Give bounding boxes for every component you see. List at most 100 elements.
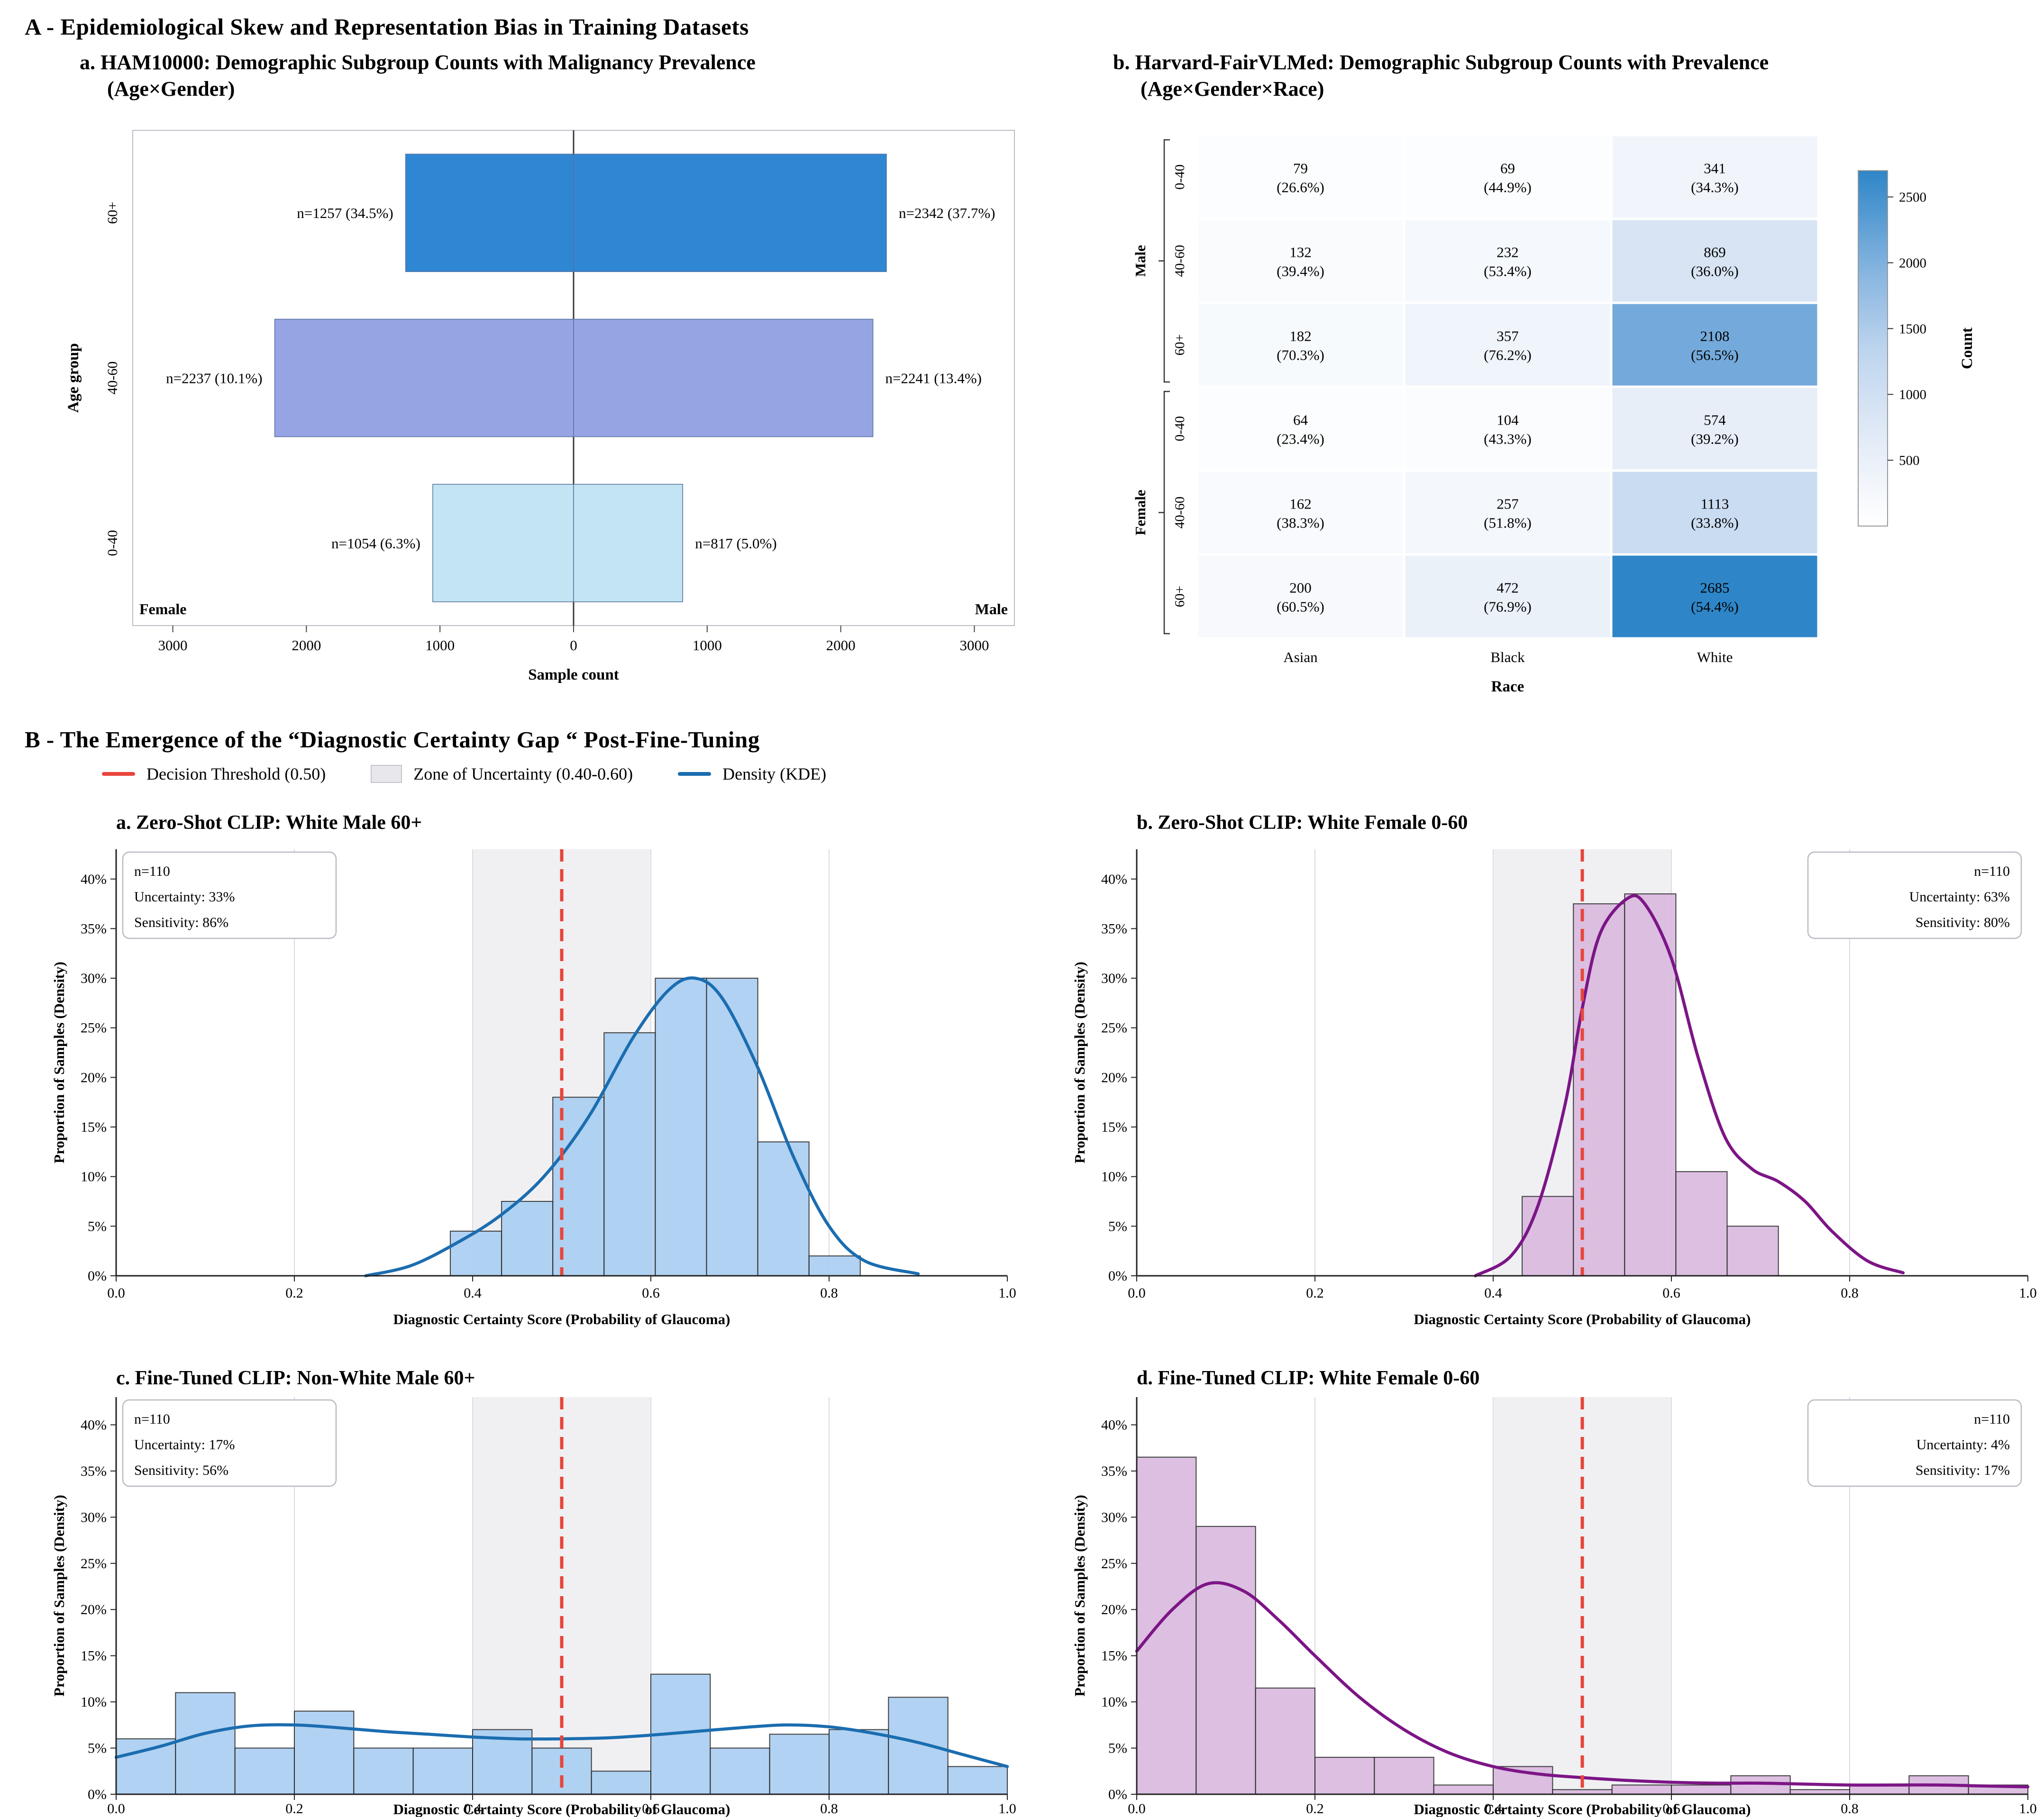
histogram-b: 0.0 0.2 0.4 0.6 0.8 1.0 0% 5% 10% 15% 20% 25% 30% 35%… — [1071, 849, 2037, 1327]
age-tick-label: 40-60 — [105, 362, 120, 395]
heatmap-cell — [1610, 134, 1820, 220]
hist-bar — [888, 1697, 949, 1795]
hist-bar — [757, 1141, 810, 1276]
y-tick-label: 30% — [1101, 971, 1127, 986]
legend-label-zone: Zone of Uncertainty (0.40-0.60) — [413, 764, 633, 783]
hist-bar — [655, 978, 707, 1276]
x-tick-label: 0.2 — [1306, 1285, 1324, 1301]
cell-prevalence: (76.9%) — [1484, 599, 1532, 615]
stats-box — [122, 851, 337, 939]
male-bar-label: n=2241 (13.4%) — [885, 370, 982, 387]
female-side-label: Female — [139, 600, 187, 618]
x-tick-label: 0.6 — [1662, 1285, 1680, 1301]
race-tick-label: White — [1697, 649, 1733, 665]
pyramid-chart: 3000 2000 1000 0 1000 2000 3000 n=1257 (34.5%) n… — [65, 130, 1015, 683]
cell-count: 257 — [1496, 496, 1519, 512]
male-bar-label: n=2342 (37.7%) — [899, 205, 995, 221]
heatmap-cell — [1610, 385, 1820, 472]
y-tick-label: 0% — [88, 1787, 107, 1802]
x-tick-label: 0.8 — [1841, 1801, 1859, 1817]
hist-bar — [1624, 893, 1677, 1277]
y-tick-label: 0% — [88, 1268, 107, 1284]
subplot-b: b. Zero-Shot CLIP: White Female 0-60 0.0… — [1066, 811, 2037, 1333]
y-tick-label: 30% — [1101, 1509, 1127, 1525]
x-tick-label: 2000 — [292, 637, 321, 654]
heatmap-cell — [1610, 553, 1820, 640]
pyramid-ylabel: Age group — [65, 343, 82, 413]
uncertainty-band — [1493, 1397, 1671, 1794]
hist-bar — [1374, 1757, 1434, 1795]
cell-prevalence: (54.4%) — [1691, 599, 1739, 615]
y-tick-label: 35% — [81, 1463, 107, 1479]
cell-prevalence: (38.3%) — [1277, 515, 1324, 531]
cell-count: 182 — [1289, 328, 1312, 345]
x-tick-label: 0.4 — [1484, 1801, 1502, 1817]
stats-text: Sensitivity: 86% — [134, 915, 228, 930]
gender-group-label: Male — [1132, 245, 1149, 277]
cell-count: 64 — [1293, 412, 1308, 428]
hist-bar — [1195, 1526, 1256, 1795]
x-tick-label: 0.0 — [107, 1285, 125, 1301]
age-tick-label: 0-40 — [1172, 164, 1187, 190]
colorbar-tick-label: 2500 — [1899, 190, 1926, 205]
y-tick-label: 20% — [81, 1602, 107, 1617]
female-bar-label: n=1054 (6.3%) — [331, 535, 420, 552]
hist-bar — [353, 1747, 414, 1795]
pyramid-xlabel: Sample count — [528, 666, 619, 683]
cell-prevalence: (23.4%) — [1277, 431, 1324, 447]
hist-bar — [501, 1201, 554, 1276]
colorbar-tick-label: 1000 — [1899, 387, 1926, 402]
hist-bar — [1675, 1171, 1728, 1276]
group-bracket — [1159, 391, 1170, 635]
legend-label-kde: Density (KDE) — [722, 764, 827, 783]
gender-group-label: Female — [1132, 490, 1149, 535]
heatmap-cell — [1195, 301, 1405, 388]
x-tick-label: 0.6 — [1662, 1801, 1680, 1817]
hist-xlabel: Diagnostic Certainty Score (Probability … — [1414, 1311, 1751, 1327]
subplot-c: c. Fine-Tuned CLIP: Non-White Male 60+ 0… — [45, 1367, 1017, 1817]
heatmap-xlabel: Race — [1491, 678, 1524, 695]
x-tick-label: 3000 — [158, 637, 188, 654]
pyramid-bar-female — [405, 154, 574, 272]
subplot-b-title: b. Zero-Shot CLIP: White Female 0-60 — [1137, 812, 1468, 834]
pyramid-bar-male — [573, 154, 887, 272]
cell-prevalence: (53.4%) — [1484, 263, 1532, 280]
hist-bar — [1255, 1687, 1316, 1795]
x-tick-label: 2000 — [826, 637, 856, 654]
kde-curve — [364, 976, 920, 1278]
pyramid-title-line2: (Age×Gender) — [107, 77, 235, 101]
colorbar-label: Count — [1959, 327, 1976, 369]
x-tick-label: 0.6 — [642, 1801, 660, 1817]
stats-text: n=110 — [1974, 1411, 2010, 1427]
hist-bar — [450, 1230, 502, 1277]
hist-bar — [706, 978, 758, 1276]
y-tick-label: 15% — [81, 1119, 107, 1135]
hist-bar — [947, 1766, 1008, 1795]
age-tick-label: 60+ — [1172, 334, 1187, 355]
y-tick-label: 0% — [1108, 1787, 1127, 1802]
pyramid-bar-female — [432, 484, 574, 602]
x-tick-label: 0.8 — [820, 1285, 838, 1301]
x-tick-label: 1.0 — [2019, 1285, 2037, 1301]
heatmap-cell — [1403, 134, 1613, 220]
age-tick-label: 60+ — [105, 202, 120, 224]
y-tick-label: 30% — [81, 1509, 107, 1525]
pyramid-title: a. HAM10000: Demographic Subgroup Counts… — [80, 49, 756, 103]
stats-text: Sensitivity: 56% — [134, 1463, 228, 1478]
y-tick-label: 10% — [1101, 1169, 1127, 1185]
x-tick-label: 0.4 — [1484, 1285, 1502, 1301]
y-tick-label: 20% — [1101, 1602, 1127, 1617]
male-side-label: Male — [975, 600, 1008, 618]
x-tick-label: 0.2 — [285, 1801, 303, 1817]
x-tick-label: 3000 — [959, 637, 989, 654]
cell-prevalence: (76.2%) — [1484, 347, 1532, 363]
cell-prevalence: (36.0%) — [1691, 263, 1739, 280]
cell-prevalence: (26.6%) — [1277, 179, 1324, 196]
cell-count: 341 — [1704, 160, 1726, 177]
stats-text: Uncertainty: 63% — [1909, 889, 2010, 905]
colorbar — [1858, 170, 1888, 527]
hist-bar — [710, 1747, 770, 1795]
hist-xlabel: Diagnostic Certainty Score (Probability … — [393, 1311, 730, 1327]
uncertainty-zone-swatch — [371, 765, 402, 783]
heatmap-cell — [1403, 553, 1613, 640]
